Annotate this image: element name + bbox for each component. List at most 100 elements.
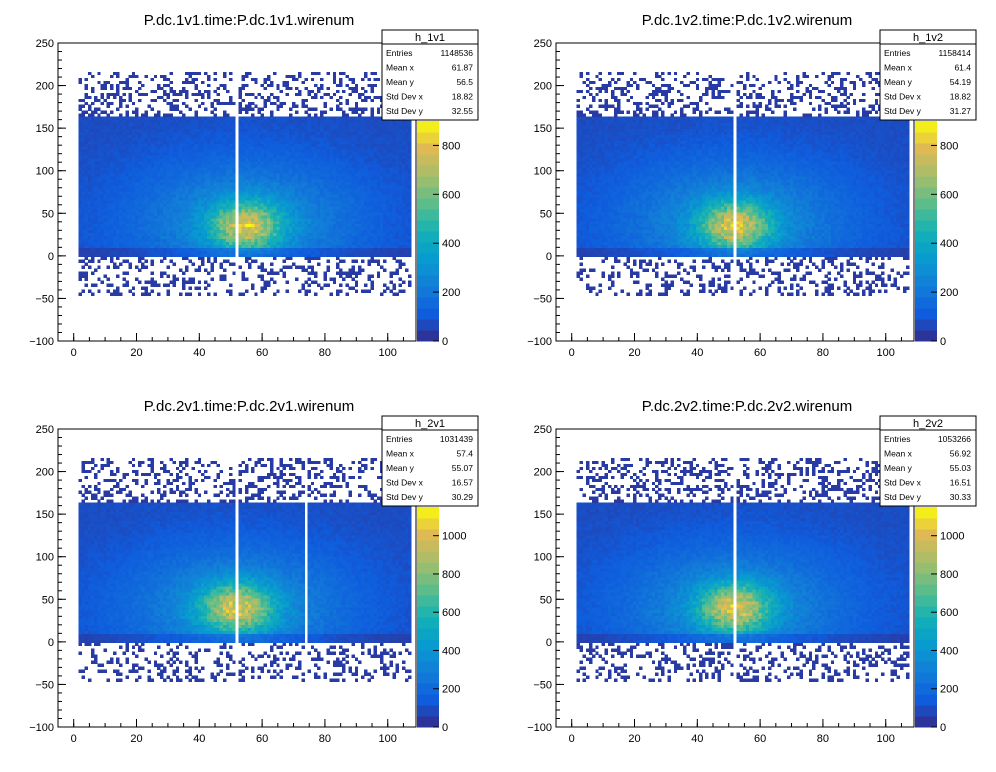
heatmap-cell — [313, 176, 318, 180]
heatmap-cell — [128, 164, 133, 168]
heatmap-cell — [100, 167, 104, 171]
heatmap-cell — [313, 173, 318, 177]
heatmap-cell — [335, 223, 340, 228]
heatmap-cell — [178, 250, 183, 255]
heatmap-cell — [103, 158, 107, 162]
heatmap-cell — [247, 143, 252, 147]
heatmap-cell — [150, 232, 155, 237]
heatmap-cell — [310, 155, 315, 159]
heatmap-cell — [90, 241, 95, 246]
heatmap-cell — [323, 116, 327, 120]
heatmap-cell — [323, 164, 327, 168]
heatmap-cell — [122, 271, 126, 275]
heatmap-cell — [94, 220, 98, 225]
heatmap-cell — [172, 104, 177, 109]
heatmap-cell — [204, 146, 208, 150]
heatmap-cell — [109, 116, 114, 120]
heatmap-cell — [229, 203, 233, 207]
heatmap-cell — [188, 170, 192, 174]
heatmap-cell — [207, 226, 211, 231]
heatmap-cell — [81, 176, 85, 180]
heatmap-cell — [166, 161, 170, 165]
heatmap-cell — [131, 235, 136, 240]
heatmap-cell — [244, 238, 249, 243]
heatmap-cell — [207, 185, 211, 189]
heatmap-cell — [160, 244, 164, 249]
heatmap-cell — [204, 185, 208, 189]
heatmap-cell — [260, 149, 264, 153]
heatmap-cell — [361, 226, 365, 231]
heatmap-cell — [357, 247, 362, 252]
heatmap-cell — [197, 89, 202, 94]
heatmap-cell — [354, 167, 359, 171]
heatmap-cell — [138, 238, 142, 243]
heatmap-cell — [194, 223, 199, 228]
heatmap-cell — [354, 86, 359, 91]
heatmap-cell — [134, 170, 139, 174]
heatmap-cell — [90, 185, 95, 189]
heatmap-cell — [90, 167, 95, 171]
heatmap-cell — [216, 149, 221, 153]
heatmap-cell — [241, 214, 246, 219]
heatmap-cell — [335, 182, 340, 186]
heatmap-cell — [94, 247, 98, 252]
heatmap-cell — [128, 197, 133, 201]
heatmap-cell — [200, 128, 205, 132]
heatmap-cell — [348, 203, 352, 207]
heatmap-cell — [178, 214, 183, 219]
heatmap-cell — [269, 277, 274, 281]
heatmap-cell — [81, 182, 85, 186]
heatmap-cell — [207, 125, 211, 129]
heatmap-cell — [260, 206, 264, 210]
heatmap-cell — [304, 128, 308, 132]
heatmap-cell — [342, 161, 346, 165]
heatmap-cell — [178, 122, 183, 126]
heatmap-cell — [301, 241, 305, 246]
heatmap-cell — [326, 71, 330, 76]
heatmap-cell — [339, 173, 343, 177]
heatmap-cell — [254, 292, 258, 296]
heatmap-cell — [335, 289, 340, 293]
heatmap-cell — [241, 119, 246, 123]
heatmap-cell — [326, 268, 330, 272]
heatmap-cell — [222, 220, 227, 225]
heatmap-cell — [266, 125, 271, 129]
heatmap-cell — [156, 167, 161, 171]
heatmap-cell — [94, 206, 98, 210]
heatmap-cell — [191, 173, 195, 177]
heatmap-cell — [307, 214, 312, 219]
heatmap-cell — [78, 116, 82, 120]
heatmap-cell — [263, 238, 268, 243]
heatmap-cell — [298, 238, 302, 243]
heatmap-cell — [78, 146, 82, 150]
heatmap-cell — [244, 116, 249, 120]
heatmap-cell — [188, 125, 192, 129]
heatmap-cell — [313, 182, 318, 186]
heatmap-cell — [200, 226, 205, 231]
heatmap-cell — [81, 128, 85, 132]
heatmap-cell — [122, 220, 126, 225]
heatmap-cell — [100, 101, 104, 106]
heatmap-cell — [150, 188, 155, 192]
heatmap-cell — [185, 244, 189, 249]
heatmap-cell — [301, 137, 305, 141]
heatmap-cell — [348, 164, 352, 168]
heatmap-cell — [116, 256, 120, 260]
heatmap-cell — [147, 104, 151, 109]
heatmap-cell — [103, 140, 107, 144]
heatmap-cell — [257, 244, 261, 249]
heatmap-cell — [153, 125, 158, 129]
heatmap-cell — [313, 214, 318, 219]
heatmap-cell — [282, 229, 286, 234]
heatmap-cell — [269, 268, 274, 272]
heatmap-cell — [131, 217, 136, 222]
heatmap-cell — [310, 232, 315, 237]
heatmap-cell — [200, 140, 205, 144]
heatmap-cell — [150, 149, 155, 153]
heatmap-cell — [147, 197, 151, 201]
heatmap-cell — [298, 250, 302, 255]
heatmap-cell — [138, 209, 142, 213]
heatmap-cell — [260, 289, 264, 293]
heatmap-cell — [163, 217, 167, 222]
heatmap-cell — [178, 140, 183, 144]
